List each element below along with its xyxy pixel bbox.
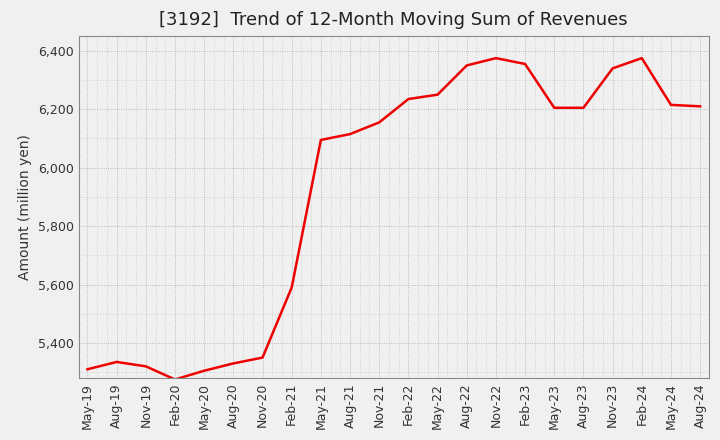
Y-axis label: Amount (million yen): Amount (million yen) [18, 134, 32, 280]
Title: [3192]  Trend of 12-Month Moving Sum of Revenues: [3192] Trend of 12-Month Moving Sum of R… [160, 11, 628, 29]
